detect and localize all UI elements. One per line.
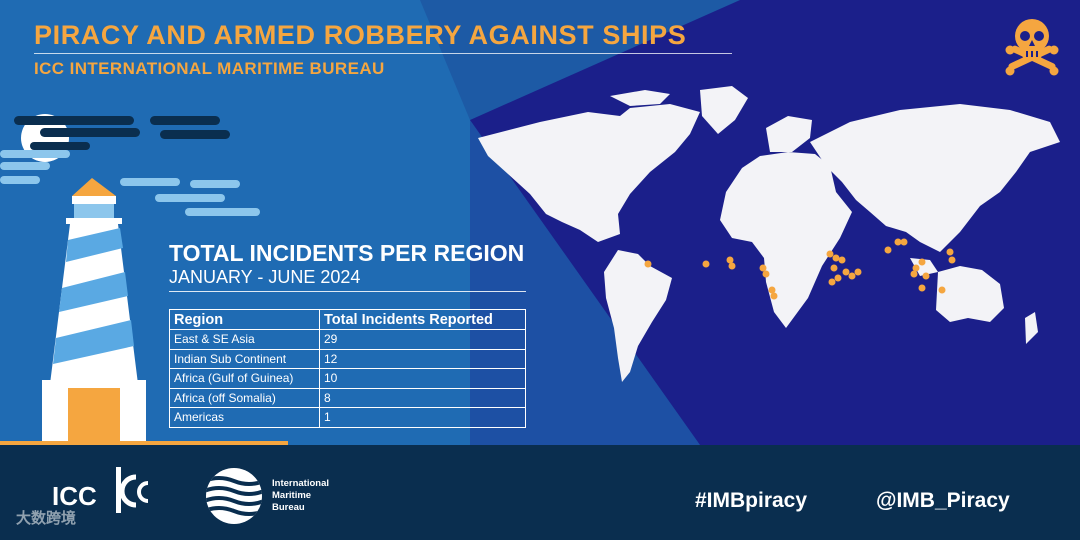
- imb-name-line: Maritime: [272, 490, 312, 501]
- column-header-total: Total Incidents Reported: [319, 309, 526, 330]
- region-cell: Africa (Gulf of Guinea): [169, 368, 320, 389]
- table-row: Africa (Gulf of Guinea) 10: [169, 368, 526, 389]
- icc-logo-text: ICC: [52, 481, 97, 511]
- page-subtitle: ICC INTERNATIONAL MARITIME BUREAU: [34, 59, 385, 78]
- skull-crossbones-icon: [1005, 19, 1059, 76]
- table-row: Americas 1: [169, 407, 526, 428]
- region-cell: East & SE Asia: [169, 329, 320, 350]
- count-cell: 8: [319, 387, 526, 408]
- accent-bar: [0, 441, 288, 446]
- imb-logo: [206, 468, 262, 524]
- column-header-region: Region: [169, 309, 320, 330]
- incidents-table: Region Total Incidents Reported East & S…: [169, 309, 526, 428]
- imb-name-line: International: [272, 478, 330, 489]
- title-divider: [34, 53, 732, 54]
- count-cell: 1: [319, 407, 526, 428]
- table-header-row: Region Total Incidents Reported: [169, 309, 526, 330]
- table-row: Indian Sub Continent 12: [169, 348, 526, 369]
- region-cell: Indian Sub Continent: [169, 348, 320, 369]
- page-title: PIRACY AND ARMED ROBBERY AGAINST SHIPS: [34, 20, 687, 50]
- count-cell: 10: [319, 368, 526, 389]
- hashtag-link[interactable]: #IMBpiracy: [695, 489, 808, 512]
- region-cell: Africa (off Somalia): [169, 387, 320, 408]
- section-title: TOTAL INCIDENTS PER REGION: [169, 240, 525, 266]
- imb-name: International Maritime Bureau: [272, 478, 352, 514]
- imb-name-line: Bureau: [272, 502, 305, 513]
- table-row: East & SE Asia 29: [169, 329, 526, 350]
- section-divider: [169, 291, 526, 292]
- table-row: Africa (off Somalia) 8: [169, 387, 526, 408]
- footer: ICC 大数跨境 International Maritime Bureau #…: [0, 445, 1080, 540]
- icc-logo: ICC: [52, 467, 149, 513]
- watermark-text: 大数跨境: [16, 510, 77, 527]
- lighthouse-illustration: [0, 114, 260, 442]
- count-cell: 29: [319, 329, 526, 350]
- social-handle-link[interactable]: @IMB_Piracy: [876, 489, 1010, 512]
- world-map: [478, 86, 1060, 382]
- count-cell: 12: [319, 348, 526, 369]
- region-cell: Americas: [169, 407, 320, 428]
- section-period: JANUARY - JUNE 2024: [169, 267, 361, 287]
